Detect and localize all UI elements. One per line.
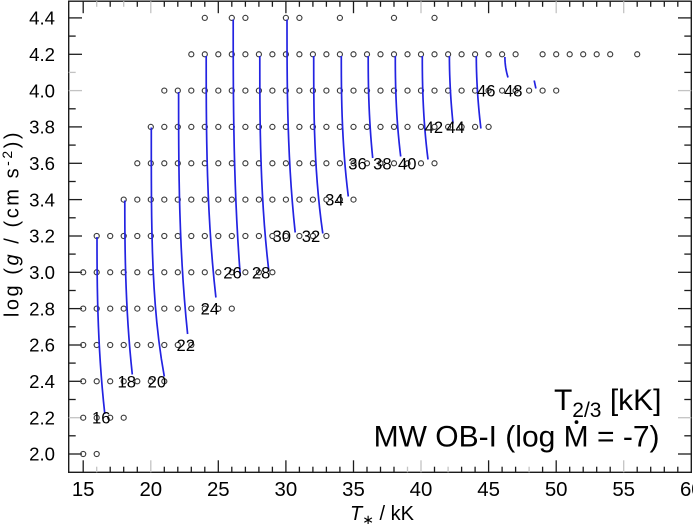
svg-text:20: 20 [139, 479, 162, 501]
svg-text:15: 15 [72, 479, 95, 501]
svg-text:3.8: 3.8 [29, 117, 55, 138]
svg-text:20: 20 [148, 372, 166, 391]
svg-text:3.4: 3.4 [29, 189, 55, 210]
svg-text:16: 16 [92, 409, 110, 428]
svg-text:34: 34 [325, 191, 343, 210]
svg-text:2.0: 2.0 [29, 444, 55, 465]
svg-text:35: 35 [342, 479, 365, 501]
svg-text:30: 30 [273, 227, 291, 246]
svg-text:T2/3 [kK]: T2/3 [kK] [554, 384, 662, 422]
svg-text:2.4: 2.4 [29, 371, 55, 392]
svg-text:3.6: 3.6 [29, 153, 55, 174]
svg-text:log (g / (cm s-2)): log (g / (cm s-2)) [0, 130, 24, 317]
svg-text:24: 24 [201, 300, 219, 319]
svg-text:38: 38 [373, 154, 391, 173]
svg-text:28: 28 [252, 263, 270, 282]
svg-text:3.0: 3.0 [29, 262, 55, 283]
svg-text:46: 46 [477, 82, 495, 101]
svg-text:T∗ / kK: T∗ / kK [350, 503, 415, 524]
svg-text:22: 22 [177, 336, 195, 355]
svg-text:3.2: 3.2 [29, 226, 55, 247]
svg-text:60: 60 [680, 479, 693, 501]
svg-text:40: 40 [398, 154, 416, 173]
svg-text:26: 26 [223, 263, 241, 282]
svg-text:48: 48 [504, 82, 522, 101]
svg-text:MW OB-I (log M = -7): MW OB-I (log M = -7) [374, 421, 660, 454]
svg-text:4.4: 4.4 [29, 8, 55, 29]
svg-text:50: 50 [545, 479, 568, 501]
svg-text:40: 40 [410, 479, 433, 501]
svg-text:55: 55 [612, 479, 635, 501]
svg-text:18: 18 [118, 372, 136, 391]
svg-text:2.2: 2.2 [29, 407, 55, 428]
svg-text:4.2: 4.2 [29, 44, 55, 65]
svg-text:44: 44 [446, 118, 464, 137]
svg-text:2.6: 2.6 [29, 335, 55, 356]
svg-text:32: 32 [302, 227, 320, 246]
svg-text:25: 25 [207, 479, 230, 501]
svg-text:45: 45 [477, 479, 500, 501]
svg-text:42: 42 [425, 118, 443, 137]
svg-text:4.0: 4.0 [29, 80, 55, 101]
svg-text:30: 30 [275, 479, 298, 501]
svg-text:36: 36 [348, 154, 366, 173]
svg-text:2.8: 2.8 [29, 298, 55, 319]
